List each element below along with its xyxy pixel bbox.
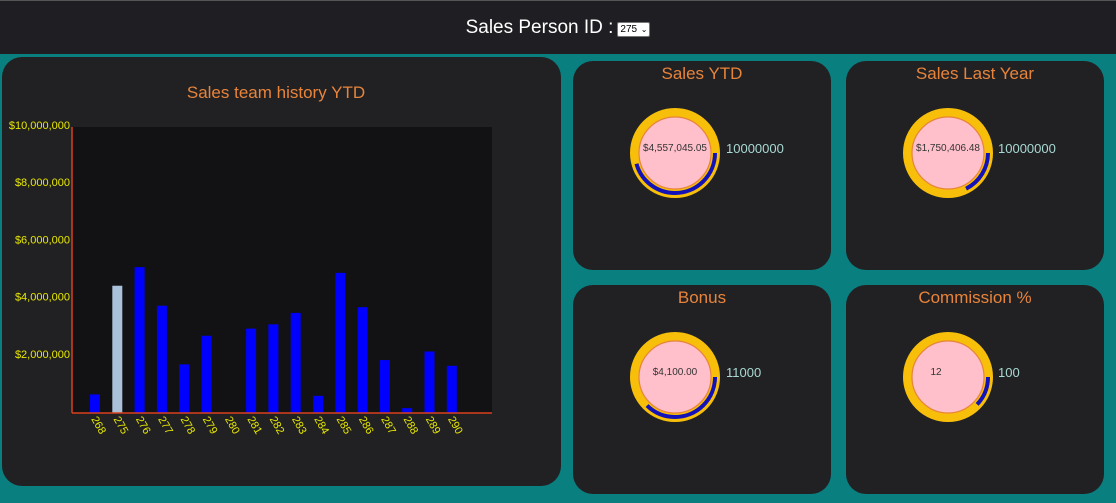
sales-person-id-label: Sales Person ID : <box>465 16 614 38</box>
x-tick-label-275: 275 <box>111 415 131 437</box>
card-bonus: Bonus $4,100.00 11000 <box>573 285 831 494</box>
card-title-bonus: Bonus <box>677 288 727 307</box>
sales-history-bar-chart: $2,000,000 $4,000,000 $6,000,000 $8,000,000… <box>9 120 492 437</box>
x-tick-label-284: 284 <box>311 415 331 437</box>
card-title-commission: Commission % <box>918 288 1032 307</box>
gauge-inner <box>638 340 712 414</box>
card-sales-ytd: Sales YTD $4,557,045.05 10000000 <box>573 61 831 270</box>
x-tick-label-268: 268 <box>88 415 108 437</box>
gauge-sales-last-year <box>903 108 993 198</box>
y-tick-label: $4,000,000 <box>15 292 70 304</box>
bar-286[interactable] <box>357 307 368 413</box>
bar-268[interactable] <box>90 394 100 413</box>
bar-276[interactable] <box>134 267 145 413</box>
gauge-value-sales-last-year: $1,750,406.48 <box>916 143 980 154</box>
bar-277[interactable] <box>156 305 167 413</box>
card-title-sales-last-year: Sales Last Year <box>915 64 1035 83</box>
bar-289[interactable] <box>424 351 435 413</box>
bar-275[interactable] <box>112 285 123 413</box>
y-tick-label: $8,000,000 <box>15 177 70 189</box>
bar-288[interactable] <box>402 408 413 413</box>
bar-290[interactable] <box>446 365 457 413</box>
header-bar: Sales Person ID : 275 ⌄ <box>0 0 1116 54</box>
card-title-sales-ytd: Sales YTD <box>661 64 743 83</box>
gauge-fill-arc <box>633 111 717 195</box>
gauge-value-commission: 12 <box>930 367 942 378</box>
bar-281[interactable] <box>246 328 257 413</box>
sales-person-id-select[interactable]: 275 ⌄ <box>617 22 651 37</box>
card-sales-last-year: Sales Last Year $1,750,406.48 10000000 <box>846 61 1104 270</box>
gauge-max-bonus: 11000 <box>726 365 762 380</box>
gauge-sales-ytd <box>630 108 720 198</box>
x-tick-label-279: 279 <box>200 415 220 437</box>
bar-278[interactable] <box>179 364 190 413</box>
gauge-max-commission: 100 <box>998 365 1020 380</box>
sales-person-id-value: 275 <box>620 24 638 35</box>
bar-284[interactable] <box>313 395 323 413</box>
chevron-down-icon: ⌄ <box>640 25 648 34</box>
x-tick-label-278: 278 <box>178 415 198 437</box>
x-tick-label-286: 286 <box>356 415 376 437</box>
gauge-value-sales-ytd: $4,557,045.05 <box>643 143 707 154</box>
x-tick-label-283: 283 <box>289 415 309 437</box>
gauge-inner <box>638 116 712 190</box>
gauge-inner <box>911 116 985 190</box>
x-tick-label-280: 280 <box>222 415 242 437</box>
bar-283[interactable] <box>290 312 301 413</box>
x-tick-label-276: 276 <box>133 415 153 437</box>
x-tick-label-282: 282 <box>267 415 287 437</box>
gauge-commission <box>903 332 993 422</box>
x-tick-label-281: 281 <box>245 415 265 437</box>
x-tick-label-285: 285 <box>334 415 354 437</box>
bar-287[interactable] <box>379 360 390 413</box>
y-tick-label: $2,000,000 <box>15 349 70 361</box>
chart-title: Sales team history YTD <box>186 83 366 102</box>
gauge-max-sales-last-year: 10000000 <box>998 141 1056 156</box>
x-tick-label-289: 289 <box>423 415 443 437</box>
y-tick-label: $10,000,000 <box>9 120 70 132</box>
gauge-max-sales-ytd: 10000000 <box>726 141 784 156</box>
bar-282[interactable] <box>268 324 279 413</box>
bar-279[interactable] <box>201 335 212 413</box>
gauge-fill-arc <box>633 335 717 419</box>
gauge-bonus <box>630 332 720 422</box>
sales-history-chart-panel: Sales team history YTD $2,000,000 $4,000,… <box>2 57 561 486</box>
x-tick-label-277: 277 <box>155 415 175 437</box>
gauge-value-bonus: $4,100.00 <box>652 367 698 378</box>
y-tick-label: $6,000,000 <box>15 234 70 246</box>
gauge-fill-arc <box>906 335 990 419</box>
gauge-inner <box>911 340 985 414</box>
card-commission: Commission % 12 100 <box>846 285 1104 494</box>
x-tick-label-287: 287 <box>378 415 398 437</box>
x-tick-label-290: 290 <box>445 415 465 437</box>
gauge-fill-arc <box>906 111 990 195</box>
bar-285[interactable] <box>335 272 346 413</box>
x-tick-label-288: 288 <box>401 415 421 437</box>
